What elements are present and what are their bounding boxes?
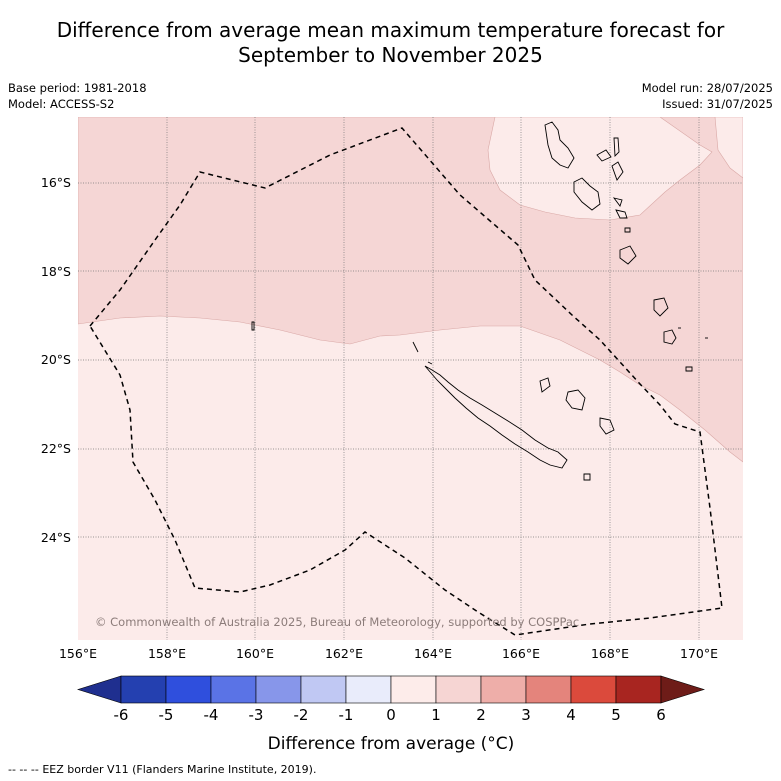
colorbar-swatch <box>525 675 572 704</box>
colorbar-swatch <box>255 675 302 704</box>
lat-label: 16°S <box>41 175 71 190</box>
colorbar-tick-label: 1 <box>431 706 441 724</box>
lon-label: 164°E <box>414 646 452 661</box>
coastlines <box>251 121 708 481</box>
lon-label: 170°E <box>680 646 718 661</box>
lon-label: 166°E <box>502 646 540 661</box>
lon-labels: 156°E 158°E 160°E 162°E 164°E 166°E 168°… <box>59 646 718 661</box>
eez-legend-label: EEZ border V11 (Flanders Marine Institut… <box>42 763 317 776</box>
new-caledonia-coast <box>424 365 568 469</box>
colorbar-tick-label: -1 <box>339 706 354 724</box>
issued-date: Issued: 31/07/2025 <box>662 97 773 111</box>
colorbar-tick-label: 6 <box>656 706 666 724</box>
map-title: Difference from average mean maximum tem… <box>0 18 781 68</box>
colorbar-swatch <box>615 675 662 704</box>
colorbar-label: Difference from average (°C) <box>268 734 515 754</box>
eez-line-sample: -- -- -- <box>8 763 39 776</box>
colorbar-swatch <box>165 675 212 704</box>
meta-right: Model run: 28/07/2025 Issued: 31/07/2025 <box>642 80 773 112</box>
colorbar-tick-label: -6 <box>114 706 129 724</box>
colorbar <box>76 675 706 704</box>
lon-label: 160°E <box>236 646 274 661</box>
meta-left: Base period: 1981-2018 Model: ACCESS-S2 <box>8 80 147 112</box>
colorbar-tick-label: -5 <box>159 706 174 724</box>
map-area: © Commonwealth of Australia 2025, Bureau… <box>78 117 743 640</box>
colorbar-swatch <box>210 675 257 704</box>
colorbar-tick-label: -4 <box>204 706 219 724</box>
colorbar-tick-label: 2 <box>476 706 486 724</box>
colorbar-swatch <box>390 675 437 704</box>
lat-label: 20°S <box>41 352 71 367</box>
vanuatu-coast <box>544 121 575 169</box>
colorbar-swatch <box>345 675 392 704</box>
lat-label: 18°S <box>41 264 71 279</box>
colorbar-swatch <box>300 675 347 704</box>
colorbar-tick-label: 0 <box>386 706 396 724</box>
colorbar-swatch <box>480 675 527 704</box>
lon-label: 162°E <box>325 646 363 661</box>
graticule <box>78 117 743 640</box>
colorbar-tick-label: 3 <box>521 706 531 724</box>
model-name: Model: ACCESS-S2 <box>8 97 115 111</box>
base-period: Base period: 1981-2018 <box>8 81 147 95</box>
colorbar-swatch <box>120 675 167 704</box>
colorbar-swatch <box>435 675 482 704</box>
colorbar-tick-label: -2 <box>294 706 309 724</box>
eez-legend: -- -- -- EEZ border V11 (Flanders Marine… <box>8 763 316 776</box>
model-run: Model run: 28/07/2025 <box>641 81 773 95</box>
lat-label: 24°S <box>41 530 71 545</box>
colorbar-tick-label: -3 <box>249 706 264 724</box>
colorbar-ticks: -6 -5 -4 -3 -2 -1 0 1 2 3 4 5 6 <box>114 706 666 724</box>
colorbar-swatch <box>570 675 617 704</box>
copyright-notice: © Commonwealth of Australia 2025, Bureau… <box>95 615 579 629</box>
title-line-2: September to November 2025 <box>238 43 543 67</box>
anomaly-0-1-patch-northeast <box>714 117 743 179</box>
anomaly-0-1-patch-north <box>487 117 713 221</box>
colorbar-extend-low <box>76 675 122 704</box>
lon-label: 158°E <box>148 646 186 661</box>
lat-label: 22°S <box>41 441 71 456</box>
colorbar-tick-label: 5 <box>611 706 621 724</box>
lon-label: 156°E <box>59 646 97 661</box>
eez-border <box>89 127 723 636</box>
title-line-1: Difference from average mean maximum tem… <box>56 18 725 42</box>
colorbar-extend-high <box>660 675 706 704</box>
lat-labels: 16°S 18°S 20°S 22°S 24°S <box>41 175 71 545</box>
colorbar-tick-label: 4 <box>566 706 576 724</box>
lon-label: 168°E <box>591 646 629 661</box>
